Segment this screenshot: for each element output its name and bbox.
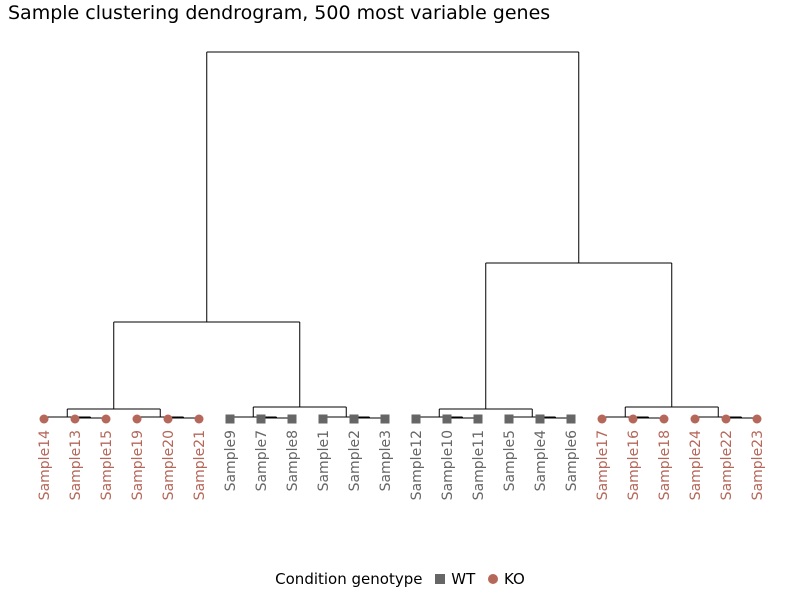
leaf-label: Sample18 — [657, 430, 673, 500]
leaf-marker-circle — [752, 414, 762, 424]
legend-square-swatch — [435, 573, 446, 584]
leaf-label: Sample2 — [347, 430, 363, 491]
leaf-marker-square — [535, 414, 545, 424]
leaf-marker-circle — [628, 414, 638, 424]
leaf-label: Sample21 — [192, 430, 208, 500]
leaf-marker-circle — [690, 414, 700, 424]
leaf-marker-circle — [101, 414, 111, 424]
leaf-marker-square — [225, 414, 235, 424]
dendrogram-branches — [43, 51, 758, 419]
leaf-markers — [39, 414, 762, 424]
legend-label-ko: KO — [504, 570, 525, 588]
leaf-marker-square — [318, 414, 328, 424]
leaf-marker-circle — [659, 414, 669, 424]
leaf-marker-circle — [163, 414, 173, 424]
leaf-label: Sample24 — [688, 430, 704, 500]
chart-title: Sample clustering dendrogram, 500 most v… — [8, 2, 551, 24]
leaf-marker-circle — [132, 414, 142, 424]
leaf-marker-square — [566, 414, 576, 424]
leaf-label: Sample20 — [161, 430, 177, 500]
legend-entry-wt: WT — [435, 570, 475, 588]
leaf-marker-square — [411, 414, 421, 424]
leaf-label: Sample14 — [37, 430, 53, 500]
leaf-marker-square — [287, 414, 297, 424]
leaf-label: Sample6 — [564, 430, 580, 491]
leaf-label: Sample3 — [378, 430, 394, 491]
leaf-label: Sample12 — [409, 430, 425, 500]
leaf-marker-circle — [39, 414, 49, 424]
leaf-marker-square — [442, 414, 452, 424]
leaf-marker-circle — [194, 414, 204, 424]
leaf-label: Sample7 — [254, 430, 270, 491]
leaf-label: Sample17 — [595, 430, 611, 500]
leaf-label: Sample15 — [99, 430, 115, 500]
leaf-label: Sample4 — [533, 430, 549, 491]
legend-circle-swatch — [488, 573, 499, 584]
leaf-label: Sample19 — [130, 430, 146, 500]
leaf-marker-square — [349, 414, 359, 424]
leaf-marker-circle — [597, 414, 607, 424]
legend-title: Condition genotype — [275, 570, 423, 588]
leaf-marker-circle — [721, 414, 731, 424]
leaf-label: Sample22 — [719, 430, 735, 500]
leaf-label: Sample5 — [502, 430, 518, 491]
leaf-label: Sample8 — [285, 430, 301, 491]
leaf-label: Sample23 — [750, 430, 766, 500]
leaf-label: Sample13 — [68, 430, 84, 500]
leaf-label: Sample11 — [471, 430, 487, 500]
legend: Condition genotype WT KO — [0, 570, 800, 588]
leaf-marker-circle — [70, 414, 80, 424]
legend-entry-ko: KO — [488, 570, 525, 588]
leaf-marker-square — [380, 414, 390, 424]
leaf-labels: Sample14 Sample13 Sample15 Sample19 Sample20… — [37, 430, 766, 500]
leaf-marker-square — [473, 414, 483, 424]
leaf-marker-square — [504, 414, 514, 424]
leaf-label: Sample16 — [626, 430, 642, 500]
leaf-label: Sample1 — [316, 430, 332, 491]
leaf-marker-square — [256, 414, 266, 424]
leaf-label: Sample10 — [440, 430, 456, 500]
leaf-label: Sample9 — [223, 430, 239, 491]
legend-label-wt: WT — [451, 570, 476, 588]
